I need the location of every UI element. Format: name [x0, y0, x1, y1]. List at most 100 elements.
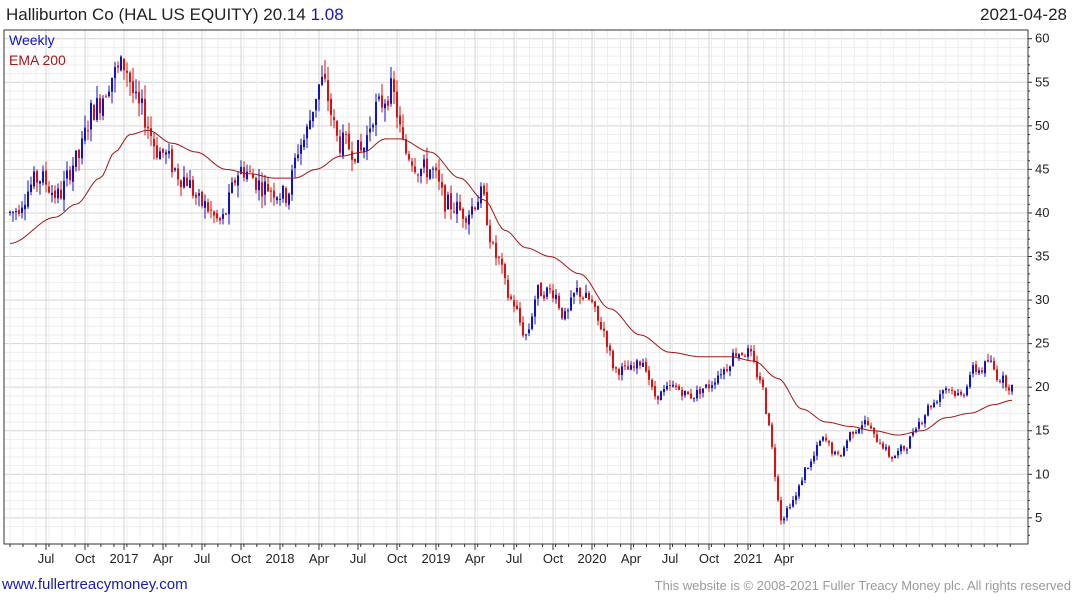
candle-body [651, 379, 653, 388]
candle-body [462, 208, 464, 219]
candle-body [450, 193, 452, 210]
x-tick-label: 2018 [266, 551, 295, 566]
candle-body [477, 202, 479, 210]
candle-body [273, 190, 275, 198]
candle-body [282, 185, 284, 199]
candle-body [630, 365, 632, 370]
last-price: 20.14 [263, 5, 306, 24]
candle-body [285, 188, 287, 203]
site-link[interactable]: www.fullertreacymoney.com [2, 576, 188, 593]
candle-body [669, 385, 671, 387]
candle-body [201, 191, 203, 206]
candle-body [609, 345, 611, 351]
plot-frame [3, 29, 1029, 545]
x-tick-label: Oct [387, 551, 408, 566]
candle-body [117, 65, 119, 68]
candle-body [294, 157, 296, 169]
candle-body [654, 386, 656, 397]
candle-body [690, 393, 692, 399]
candle-body [1002, 375, 1004, 384]
candle-body [981, 370, 983, 373]
candle-body [222, 214, 224, 219]
candle-body [231, 182, 233, 193]
candle-body [276, 197, 278, 201]
candle-body [198, 193, 200, 196]
candle-body [756, 361, 758, 378]
candle-body [930, 405, 932, 408]
candle-body [279, 198, 281, 200]
candle-body [159, 151, 161, 160]
candle-body [366, 135, 368, 151]
candle-body [111, 77, 113, 92]
y-tick-label: 20 [1035, 379, 1049, 394]
candle-body [885, 447, 887, 450]
x-axis: Jul Oct 2017 Apr Jul Oct 2018 Apr Jul Oct 2019 Apr J… [9, 544, 1011, 566]
candle-body [315, 99, 317, 111]
candle-body [216, 213, 218, 219]
candle-body [84, 127, 86, 141]
candle-body [78, 149, 80, 159]
candle-body [423, 159, 425, 168]
candle-body [567, 310, 569, 312]
candle-body [663, 388, 665, 393]
candle-body [948, 389, 950, 391]
candle-body [492, 242, 494, 244]
y-tick-label: 25 [1035, 336, 1049, 351]
candle-body [213, 211, 215, 216]
candle-body [504, 264, 506, 279]
candle-body [849, 432, 851, 441]
candle-body [69, 170, 71, 181]
candle-body [516, 305, 518, 310]
candle-body [975, 364, 977, 372]
candle-body [57, 188, 59, 199]
candle-body [126, 70, 128, 73]
copyright-notice: This website is © 2008-2021 Fuller Treac… [654, 578, 1071, 593]
candle-body [1005, 375, 1007, 388]
candle-body [933, 402, 935, 407]
candle-body [783, 518, 785, 521]
x-tick-label: Oct [75, 551, 96, 566]
candle-body [612, 350, 614, 369]
candle-body [801, 480, 803, 486]
candle-body [843, 447, 845, 456]
y-tick-label: 30 [1035, 292, 1049, 307]
candle-body [114, 67, 116, 79]
candle-body [894, 456, 896, 459]
candle-body [645, 361, 647, 372]
candle-body [549, 288, 551, 290]
candle-body [471, 206, 473, 215]
candle-body [615, 367, 617, 369]
x-tick-label: Jul [506, 551, 523, 566]
candle-body [768, 413, 770, 426]
candle-body [594, 301, 596, 308]
candle-body [738, 354, 740, 358]
x-tick-label: Apr [465, 551, 486, 566]
ema-200-line [9, 129, 1013, 436]
candle-body [747, 348, 749, 357]
candle-body [483, 185, 485, 195]
candle-body [528, 329, 530, 334]
candle-body [900, 445, 902, 452]
x-tick-label: 2019 [422, 551, 451, 566]
candle-body [861, 425, 863, 430]
candle-body [729, 366, 731, 372]
candle-body [825, 437, 827, 441]
candle-body [441, 182, 443, 188]
candle-body [45, 170, 47, 185]
security-name: Halliburton Co (HAL US EQUITY) [6, 5, 259, 24]
candle-body [147, 126, 149, 129]
candle-body [381, 95, 383, 108]
candle-body [714, 382, 716, 385]
candle-body [144, 98, 146, 128]
candle-body [720, 374, 722, 376]
candle-body [192, 179, 194, 196]
candle-body [132, 81, 134, 94]
candle-body [867, 420, 869, 425]
candle-body [855, 432, 857, 434]
candle-body [426, 158, 428, 178]
candle-body [63, 180, 65, 200]
candle-body [102, 98, 104, 116]
candle-body [168, 151, 170, 154]
candle-body [852, 431, 854, 435]
candle-body [24, 204, 26, 210]
